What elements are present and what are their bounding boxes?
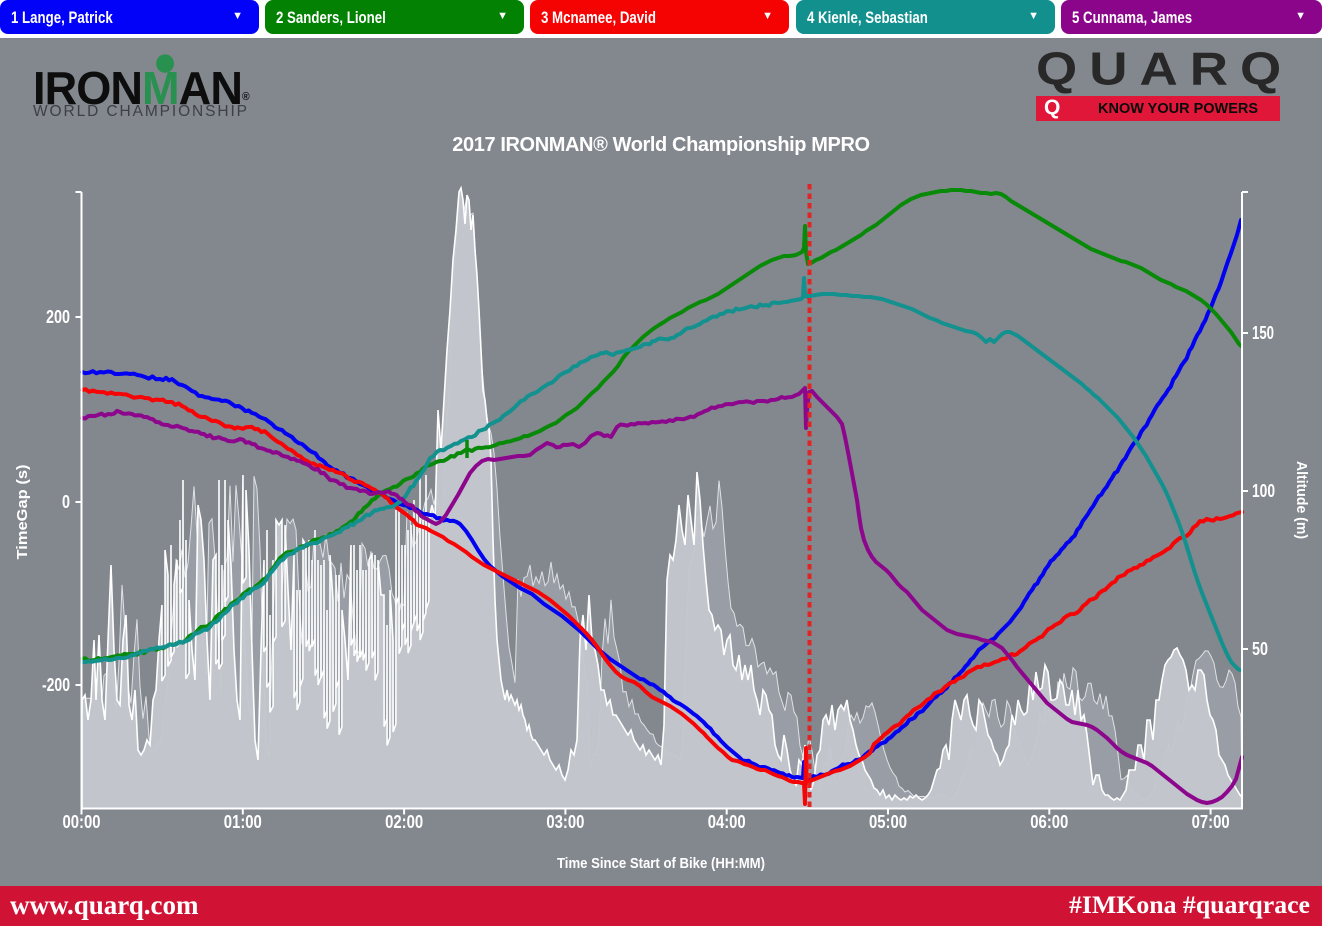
svg-text:200: 200 [46,307,70,327]
svg-text:05:00: 05:00 [869,812,907,832]
svg-text:100: 100 [1252,481,1275,501]
svg-text:06:00: 06:00 [1030,812,1068,832]
svg-text:150: 150 [1252,323,1274,343]
svg-text:04:00: 04:00 [708,812,746,832]
svg-text:01:00: 01:00 [224,812,262,832]
svg-text:50: 50 [1252,639,1268,659]
svg-text:02:00: 02:00 [385,812,423,832]
svg-text:0: 0 [62,492,70,512]
svg-text:00:00: 00:00 [63,812,101,832]
svg-text:07:00: 07:00 [1192,812,1230,832]
svg-text:03:00: 03:00 [546,812,584,832]
svg-text:TimeGap (s): TimeGap (s) [14,465,31,560]
svg-text:Time Since Start of Bike (HH:M: Time Since Start of Bike (HH:MM) [557,855,765,872]
svg-text:-200: -200 [42,675,70,695]
svg-text:Altitude (m): Altitude (m) [1293,461,1310,539]
